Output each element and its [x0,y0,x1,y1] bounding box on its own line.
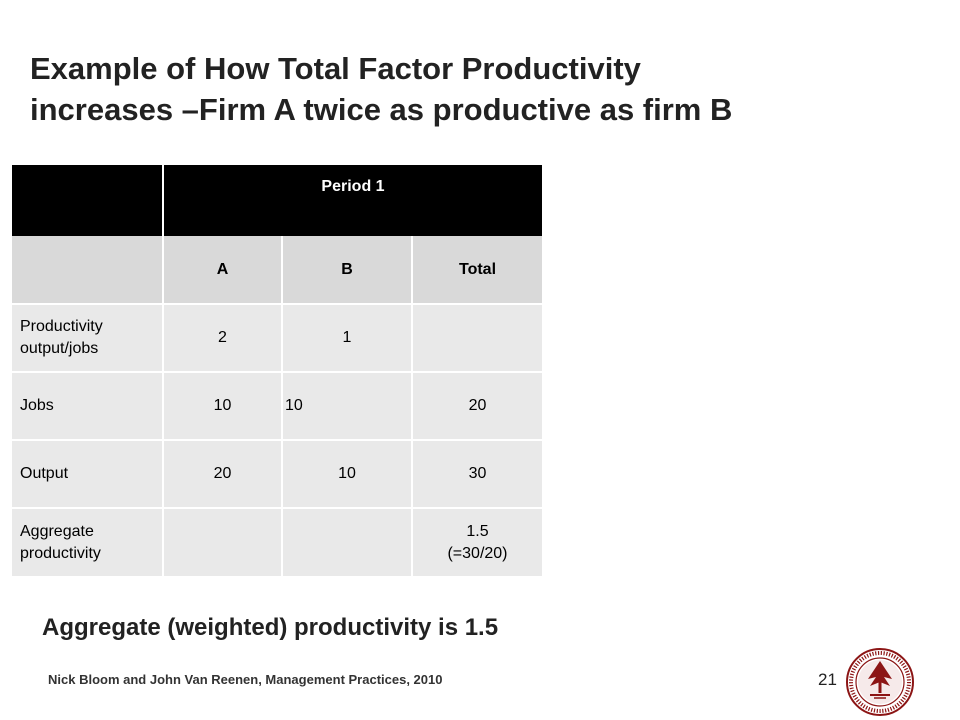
row-label: Jobs [12,371,163,440]
table-row: Aggregate productivity 1.5 (=30/20) [12,507,542,576]
total-formula: (=30/20) [447,544,508,562]
table-header-row: Period 1 [12,165,542,236]
summary-text: Aggregate (weighted) productivity is 1.5 [42,614,499,641]
title-line-1: Example of How Total Factor Productivity [30,51,641,86]
cell-total: 1.5 (=30/20) [411,507,542,576]
cell-b: 10 [281,371,412,440]
page-number: 21 [818,670,837,689]
cell-b: 1 [281,303,412,372]
university-seal-icon [846,648,914,716]
table-subheader-row: A B Total [12,236,542,304]
table-row: Output 20 10 30 [12,439,542,508]
subheader-total: Total [411,236,542,304]
row-label: Productivity output/jobs [12,303,163,372]
row-label-line: Productivity [20,318,103,335]
cell-a: 10 [162,371,282,440]
table-row: Jobs 10 10 20 [12,371,542,440]
cell-total [411,303,542,372]
row-label-line: productivity [20,544,101,562]
row-label-line: Aggregate [20,522,94,540]
cell-b: 10 [281,439,412,508]
subheader-empty-cell [12,236,163,304]
title-line-2: increases –Firm A twice as productive as… [30,92,733,127]
total-value: 1.5 [466,522,489,540]
footer-credit: Nick Bloom and John Van Reenen, Manageme… [48,672,443,687]
subheader-b: B [281,236,412,304]
cell-total: 30 [411,439,542,508]
period-header: Period 1 [162,165,542,236]
cell-b [281,507,412,576]
row-label: Aggregate productivity [12,507,163,576]
row-label: Output [12,439,163,508]
header-empty-cell [12,165,163,236]
cell-a [162,507,282,576]
productivity-table: Period 1 A B Total Productivity output/j… [12,165,542,576]
cell-total: 20 [411,371,542,440]
slide-title: Example of How Total Factor Productivity… [30,48,930,130]
subheader-a: A [162,236,282,304]
cell-a: 20 [162,439,282,508]
table-row: Productivity output/jobs 2 1 [12,303,542,372]
row-label-line: output/jobs [20,340,99,357]
cell-a: 2 [162,303,282,372]
